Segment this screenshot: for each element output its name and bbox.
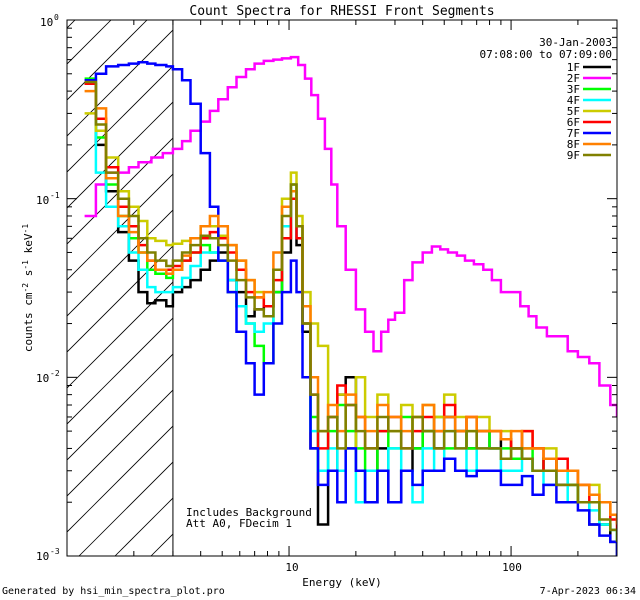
observation-date: 30-Jan-2003	[539, 36, 612, 49]
hatch-line	[67, 173, 173, 281]
x-tick-label-100: 100	[502, 561, 522, 574]
y-label-exp2: -1	[21, 260, 30, 270]
hatch-line	[67, 209, 173, 317]
series-line-2F	[84, 55, 617, 417]
hatch-line	[67, 245, 173, 353]
hatch-line	[67, 137, 173, 245]
y-tick-label-1: 10 0	[40, 13, 59, 29]
y-label-mid: s	[22, 270, 35, 283]
hatched-region	[67, 0, 640, 556]
footer-generated-by: Generated by hsi_min_spectra_plot.pro	[2, 586, 225, 597]
y-tick-label-4: 10 -3	[36, 547, 60, 563]
hatch-line	[67, 389, 173, 497]
hatch-line	[67, 65, 173, 173]
plot-frame	[66, 19, 618, 557]
observation-time-range: 07:08:00 to 07:09:00	[480, 48, 612, 61]
y-tick-base-2: 10	[36, 194, 49, 207]
legend-label-2F: 2F	[567, 72, 580, 85]
series-line-8F	[84, 89, 617, 525]
hatch-line	[67, 425, 173, 533]
y-tick-label-3: 10 -2	[36, 369, 60, 385]
series-lines	[84, 55, 617, 556]
series-line-7F	[84, 61, 617, 556]
y-tick-exp-2: -1	[50, 191, 60, 200]
y-tick-exp-1: 0	[54, 13, 59, 22]
hatch-line	[67, 317, 173, 425]
y-tick-base-3: 10	[36, 372, 49, 385]
hatch-line	[78, 461, 173, 556]
y-label-tail: keV	[22, 233, 35, 260]
legend-label-6F: 6F	[567, 116, 580, 129]
annotation-attenuator: Att A0, FDecim 1	[186, 517, 292, 530]
series-line-4F	[84, 79, 617, 542]
y-tick-label-2: 10 -1	[36, 191, 60, 207]
legend-label-7F: 7F	[567, 127, 580, 140]
y-label-main: counts cm	[22, 292, 35, 352]
y-label-exp1: -2	[21, 283, 30, 293]
legend-label-4F: 4F	[567, 94, 580, 107]
y-tick-base-4: 10	[36, 550, 49, 563]
hatch-line	[67, 29, 173, 137]
x-axis-label: Energy (keV)	[302, 576, 381, 589]
hatch-line	[259, 0, 640, 556]
legend-label-3F: 3F	[567, 83, 580, 96]
y-tick-base-1: 10	[40, 16, 53, 29]
axis-ticks	[66, 19, 618, 557]
hatch-line	[67, 20, 148, 101]
legend-label-8F: 8F	[567, 138, 580, 151]
series-line-3F	[84, 77, 617, 542]
legend-label-1F: 1F	[567, 61, 580, 74]
legend-label-5F: 5F	[567, 105, 580, 118]
y-tick-exp-4: -3	[50, 547, 60, 556]
x-tick-label-10: 10	[285, 561, 298, 574]
footer-timestamp: 7-Apr-2023 06:34	[540, 586, 636, 597]
hatch-line	[67, 353, 173, 461]
chart-title: Count Spectra for RHESSI Front Segments	[189, 4, 494, 19]
series-line-6F	[84, 82, 617, 530]
series-line-9F	[84, 80, 617, 542]
annotation-background: Includes Background	[186, 506, 312, 519]
y-axis-label: counts cm-2 s-1 keV-1	[21, 224, 35, 352]
y-tick-exp-3: -2	[50, 369, 60, 378]
y-label-exp3: -1	[21, 224, 30, 234]
legend-label-9F: 9F	[567, 149, 580, 162]
